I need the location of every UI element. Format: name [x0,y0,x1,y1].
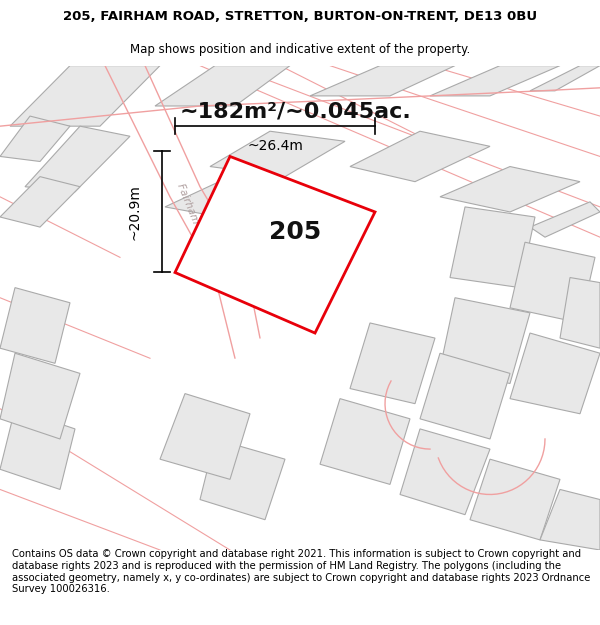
Polygon shape [310,66,455,96]
Polygon shape [210,131,345,177]
Polygon shape [0,353,80,439]
Polygon shape [200,439,285,520]
Text: ~26.4m: ~26.4m [247,139,303,153]
Polygon shape [440,166,580,212]
Text: Fairham Road: Fairham Road [175,181,211,253]
Polygon shape [0,116,70,161]
Polygon shape [530,202,600,237]
Polygon shape [540,489,600,550]
Polygon shape [165,177,285,217]
Text: 205: 205 [269,220,321,244]
Polygon shape [160,394,250,479]
Polygon shape [440,298,530,384]
Polygon shape [10,66,160,126]
Polygon shape [155,66,290,106]
Polygon shape [0,288,70,363]
Polygon shape [510,242,595,323]
Polygon shape [350,323,435,404]
Polygon shape [400,429,490,514]
Polygon shape [560,278,600,348]
Polygon shape [175,156,375,333]
Text: 205, FAIRHAM ROAD, STRETTON, BURTON-ON-TRENT, DE13 0BU: 205, FAIRHAM ROAD, STRETTON, BURTON-ON-T… [63,10,537,23]
Text: Map shows position and indicative extent of the property.: Map shows position and indicative extent… [130,42,470,56]
Polygon shape [470,459,560,540]
Polygon shape [450,207,535,288]
Polygon shape [25,126,130,192]
Text: ~20.9m: ~20.9m [128,184,142,240]
Polygon shape [0,409,75,489]
Polygon shape [320,399,410,484]
Polygon shape [530,66,600,91]
Text: ~182m²/~0.045ac.: ~182m²/~0.045ac. [179,101,411,121]
Polygon shape [420,353,510,439]
Polygon shape [510,333,600,414]
Polygon shape [0,177,80,227]
Polygon shape [350,131,490,182]
Text: Contains OS data © Crown copyright and database right 2021. This information is : Contains OS data © Crown copyright and d… [12,549,590,594]
Polygon shape [430,66,560,96]
